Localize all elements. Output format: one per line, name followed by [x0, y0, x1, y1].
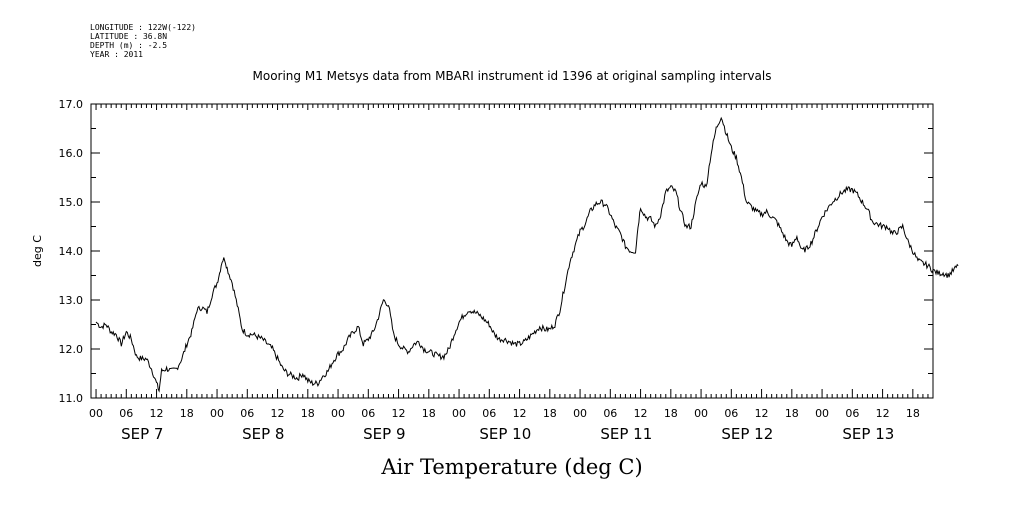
x-tick-label: 18: [785, 407, 799, 420]
y-tick-label: 11.0: [59, 392, 84, 405]
x-tick-label: 18: [543, 407, 557, 420]
day-label: SEP 12: [721, 425, 773, 443]
day-labels: SEP 7 SEP 8 SEP 9 SEP 10 SEP 11 SEP 12 SEP 13: [121, 425, 894, 443]
x-tick-label: 06: [482, 407, 496, 420]
metadata-block: LONGITUDE : 122W(-122) LATITUDE : 36.8N …: [90, 23, 196, 59]
x-tick-label: 06: [845, 407, 859, 420]
x-tick-label: 12: [150, 407, 164, 420]
x-tick-label: 00: [331, 407, 345, 420]
x-tick-label: 12: [513, 407, 527, 420]
x-tick-label: 00: [815, 407, 829, 420]
y-axis-label: deg C: [31, 235, 44, 267]
x-tick-labels: 00 06 12 18 00 06 12 18 00 06 12 18 00 06 12 18 00 06 12 18…: [89, 407, 920, 420]
x-tick-label: 06: [724, 407, 738, 420]
day-label: SEP 11: [600, 425, 652, 443]
x-tick-label: 12: [755, 407, 769, 420]
y-tick-label: 16.0: [59, 147, 84, 160]
y-tick-label: 15.0: [59, 196, 84, 209]
metadata-longitude: LONGITUDE : 122W(-122): [90, 23, 196, 32]
chart-title: Mooring M1 Metsys data from MBARI instru…: [253, 69, 772, 83]
y-tick-label: 13.0: [59, 294, 84, 307]
metadata-year: YEAR : 2011: [90, 50, 143, 59]
day-label: SEP 9: [363, 425, 405, 443]
x-tick-label: 06: [361, 407, 375, 420]
x-tick-label: 18: [180, 407, 194, 420]
x-tick-label: 06: [119, 407, 133, 420]
x-tick-label: 12: [392, 407, 406, 420]
x-tick-label: 12: [271, 407, 285, 420]
x-tick-label: 06: [603, 407, 617, 420]
series-line-air-temperature: [95, 116, 959, 393]
plot-frame: [90, 103, 934, 399]
x-tick-label: 00: [573, 407, 587, 420]
axis-ticks: [91, 103, 934, 399]
x-tick-label: 18: [301, 407, 315, 420]
y-tick-label: 12.0: [59, 343, 84, 356]
x-tick-label: 18: [664, 407, 678, 420]
x-tick-label: 00: [452, 407, 466, 420]
x-tick-label: 00: [694, 407, 708, 420]
x-tick-label: 18: [422, 407, 436, 420]
day-label: SEP 8: [242, 425, 284, 443]
y-tick-labels: 11.0 12.0 13.0 14.0 15.0 16.0 17.0: [59, 98, 84, 405]
metadata-latitude: LATITUDE : 36.8N: [90, 32, 167, 41]
x-tick-label: 18: [906, 407, 920, 420]
day-label: SEP 7: [121, 425, 163, 443]
x-tick-label: 00: [210, 407, 224, 420]
x-tick-label: 12: [634, 407, 648, 420]
day-label: SEP 10: [479, 425, 531, 443]
y-tick-label: 17.0: [59, 98, 84, 111]
x-axis-title: Air Temperature (deg C): [380, 455, 642, 479]
y-tick-label: 14.0: [59, 245, 84, 258]
x-tick-label: 06: [240, 407, 254, 420]
metadata-depth: DEPTH (m) : -2.5: [90, 41, 167, 50]
x-tick-label: 00: [89, 407, 103, 420]
x-tick-label: 12: [876, 407, 890, 420]
day-label: SEP 13: [842, 425, 894, 443]
